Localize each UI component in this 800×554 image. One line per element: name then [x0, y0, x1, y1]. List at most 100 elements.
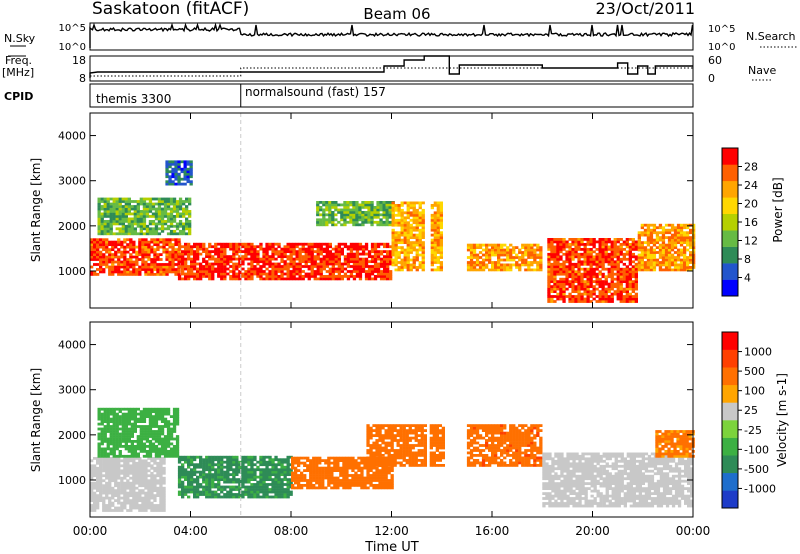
power-cell [229, 260, 233, 263]
power-cell [145, 202, 150, 206]
power-cell [568, 243, 572, 246]
velocity-cell [271, 480, 275, 484]
power-cell [613, 292, 617, 296]
power-cell [136, 205, 140, 208]
power-cell [226, 255, 230, 258]
power-cell [559, 285, 563, 288]
velocity-cell [123, 474, 127, 478]
velocity-cell [208, 495, 212, 499]
power-cell [168, 182, 172, 186]
power-cell [686, 256, 690, 259]
velocity-cell [123, 491, 127, 495]
power-cell [159, 273, 163, 276]
power-cell [349, 211, 353, 214]
power-cell [177, 250, 181, 254]
velocity-cell [93, 486, 97, 490]
velocity-cell [150, 476, 154, 480]
power-cell [412, 221, 416, 225]
power-cell [229, 265, 233, 268]
power-cell [325, 208, 329, 212]
velocity-cell [111, 474, 115, 478]
power-cell [340, 265, 344, 268]
power-cell [141, 265, 145, 269]
power-cell [412, 243, 416, 247]
velocity-cell [157, 432, 162, 436]
power-cell [586, 270, 590, 274]
power-cell [162, 273, 166, 276]
velocity-cell [217, 485, 221, 489]
velocity-cell [199, 475, 203, 479]
power-cell [565, 260, 569, 264]
power-cell [160, 202, 165, 206]
power-cell [165, 255, 169, 259]
power-cell [574, 255, 578, 259]
velocity-cell [96, 489, 100, 492]
power-cell [673, 226, 678, 230]
power-cell [117, 265, 121, 269]
power-cell [262, 252, 266, 256]
velocity-cell [151, 422, 156, 426]
power-cell [628, 270, 632, 274]
power-cell [157, 232, 162, 236]
power-cell [550, 277, 554, 281]
power-cell [568, 282, 572, 286]
power-cell [367, 213, 371, 217]
velocity-cell [111, 457, 115, 460]
velocity-cell [99, 489, 103, 492]
velocity-cell [187, 485, 191, 489]
velocity-cell [142, 447, 147, 451]
velocity-cell [163, 420, 168, 423]
velocity-cell [159, 496, 163, 500]
power-cell [265, 242, 269, 246]
power-cell [386, 270, 390, 273]
velocity-cell [118, 422, 122, 426]
velocity-cell [184, 473, 188, 476]
velocity-cell [256, 488, 260, 491]
power-cell [289, 277, 293, 281]
power-cell [238, 257, 242, 261]
power-cell [214, 260, 218, 263]
velocity-cell [196, 483, 200, 486]
velocity-cell [147, 469, 151, 473]
velocity-cell [220, 490, 224, 494]
power-cell [409, 266, 413, 269]
velocity-cell [154, 440, 159, 443]
power-cell [154, 197, 159, 201]
power-cell [550, 257, 554, 261]
power-cell [97, 220, 101, 223]
power-cell [139, 202, 143, 206]
velocity-cell [235, 465, 239, 469]
power-cell [190, 275, 194, 278]
power-cell [109, 232, 113, 236]
power-cell [188, 212, 192, 216]
power-cell [397, 268, 401, 272]
power-cell [370, 223, 374, 227]
power-cell [145, 215, 150, 218]
power-cell [301, 275, 305, 278]
velocity-cell [226, 465, 230, 469]
power-cell [634, 262, 638, 266]
power-cell [295, 267, 299, 271]
power-cell [643, 223, 648, 227]
power-cell [592, 297, 596, 301]
velocity-cell [156, 466, 160, 470]
power-cell [217, 247, 221, 251]
velocity-cell [274, 463, 278, 467]
power-cell [244, 245, 248, 249]
power-cell [346, 260, 351, 263]
power-cell [418, 233, 422, 237]
power-cell [421, 268, 425, 272]
power-cell [256, 275, 260, 278]
velocity-cell [265, 495, 269, 499]
power-cell [120, 260, 124, 264]
power-cell [403, 253, 407, 257]
power-cell [202, 272, 206, 276]
velocity-cell [268, 495, 272, 499]
power-cell [515, 246, 519, 249]
power-cell [292, 252, 296, 256]
power-cell [162, 245, 166, 249]
power-cell [616, 292, 620, 296]
power-cell [610, 248, 614, 251]
power-cell [337, 255, 341, 258]
velocity-cell [151, 432, 156, 436]
